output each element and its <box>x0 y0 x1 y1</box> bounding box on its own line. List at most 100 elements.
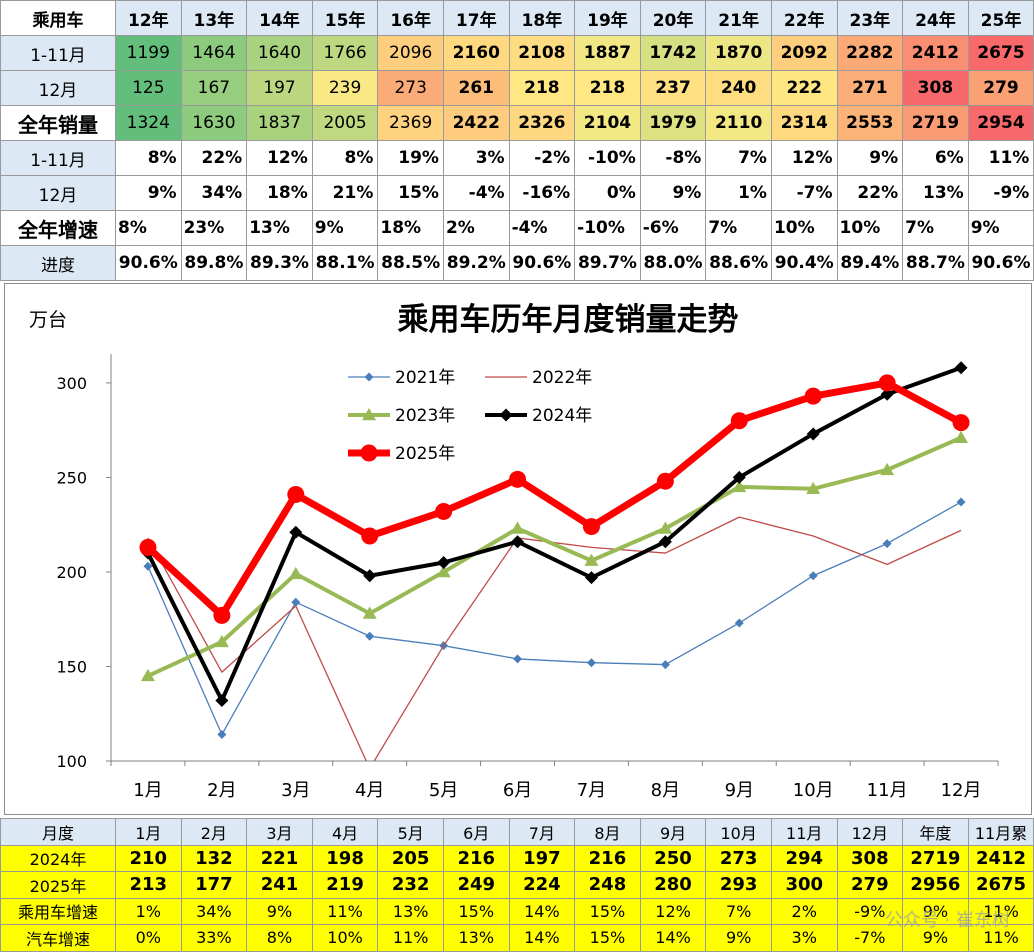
table-cell: 9% <box>705 924 772 952</box>
data-point <box>880 387 894 401</box>
data-point <box>511 535 525 549</box>
table-cell: 1870 <box>705 35 772 71</box>
table-cell: 2675 <box>967 35 1034 71</box>
data-point <box>364 372 374 382</box>
data-point <box>656 472 674 490</box>
table-cell: 250 <box>639 844 707 872</box>
x-tick-label: 12月 <box>941 780 982 801</box>
table-cell: 197 <box>508 844 576 872</box>
legend-item: 2024年 <box>485 406 592 426</box>
table-cell: 2956 <box>902 871 969 899</box>
table-cell: 2160 <box>442 35 510 71</box>
data-point <box>880 462 895 476</box>
series-2023年 <box>140 430 969 682</box>
table-cell: 8% <box>115 140 182 176</box>
legend-label: 2022年 <box>532 368 592 388</box>
table-cell: 218 <box>508 70 576 106</box>
data-point <box>435 502 453 520</box>
y-tick-label: 300 <box>56 374 87 393</box>
month-header: 10月 <box>705 818 772 846</box>
table-cell: 23% <box>180 210 248 246</box>
year-header: 13年 <box>180 0 248 36</box>
data-point <box>952 414 970 432</box>
data-point <box>509 470 527 488</box>
series-line <box>145 379 963 619</box>
month-header: 3月 <box>246 818 313 846</box>
table-cell: 15% <box>377 175 444 211</box>
table-cell: 7% <box>705 210 772 246</box>
table-cell: 273 <box>377 70 444 106</box>
table-row: 12月 9% 34% 18% 21% 15% -4% -16% 0% 9% 1% -7% 22% 13% -… <box>0 175 1034 211</box>
table-cell: 221 <box>246 844 313 872</box>
table-cell: 1640 <box>246 35 313 71</box>
table-cell: 232 <box>377 871 444 899</box>
table-cell: 2092 <box>770 35 838 71</box>
corner-header: 乘用车 <box>0 0 116 36</box>
table-cell: 11% <box>311 897 379 925</box>
table-cell: 7% <box>705 140 772 176</box>
table-cell: 280 <box>639 871 707 899</box>
data-point <box>217 730 227 740</box>
table-cell: 210 <box>115 844 182 872</box>
series-line <box>147 435 962 678</box>
table-cell: 216 <box>574 844 641 872</box>
table-cell: 9% <box>115 175 182 211</box>
table-cell: 167 <box>180 70 248 106</box>
table-cell: 2422 <box>442 105 510 141</box>
month-header: 2月 <box>180 818 248 846</box>
table-cell: 2% <box>770 897 838 925</box>
table-cell: 89.8% <box>180 245 248 281</box>
table-cell: 22% <box>180 140 248 176</box>
table-cell: 34% <box>180 897 248 925</box>
table-cell: 3% <box>770 924 838 952</box>
data-point <box>499 408 513 422</box>
table-row: 12月 125 167 197 239 273 261 218 218 237 240 222 271 3… <box>0 70 1034 106</box>
table-cell: 224 <box>508 871 576 899</box>
table-cell: 7% <box>705 897 772 925</box>
x-tick-label: 8月 <box>651 780 680 801</box>
month-header: 12月 <box>836 818 904 846</box>
table-cell: 279 <box>967 70 1034 106</box>
table-cell: 2719 <box>902 105 969 141</box>
row-label: 1-11月 <box>0 35 116 71</box>
table-cell: 11% <box>967 897 1034 925</box>
table-cell: 9% <box>836 140 904 176</box>
table-cell: 2314 <box>770 105 838 141</box>
table-cell: 21% <box>311 175 379 211</box>
table-cell: 261 <box>442 70 510 106</box>
legend-label: 2021年 <box>395 368 455 388</box>
table-cell: -4% <box>442 175 510 211</box>
data-point <box>140 668 155 682</box>
data-point <box>363 569 377 583</box>
row-label: 12月 <box>0 70 116 106</box>
table-cell: 90.6% <box>508 245 576 281</box>
table-cell: 9% <box>902 924 969 952</box>
table-cell: 125 <box>115 70 182 106</box>
table-cell: -6% <box>639 210 707 246</box>
x-tick-label: 3月 <box>281 780 310 801</box>
table-cell: 8% <box>246 924 313 952</box>
table-cell: 15% <box>442 897 510 925</box>
table-cell: 177 <box>180 871 248 899</box>
table-cell: 15% <box>574 897 641 925</box>
data-point <box>289 525 303 539</box>
series-line <box>147 501 962 736</box>
table-row: 进度 90.6% 89.8% 89.3% 88.1% 88.5% 89.2% 90.6% 89.… <box>0 245 1034 281</box>
table-cell: 90.6% <box>115 245 182 281</box>
table-cell: 2110 <box>705 105 772 141</box>
month-header: 年度 <box>902 818 969 846</box>
series-line <box>146 365 962 703</box>
table-cell: 205 <box>377 844 444 872</box>
table-cell: 249 <box>442 871 510 899</box>
table-cell: 2412 <box>967 844 1034 872</box>
table-cell: 279 <box>836 871 904 899</box>
data-point <box>215 694 229 708</box>
table-cell: 13% <box>442 924 510 952</box>
table-cell: 11% <box>377 924 444 952</box>
table-cell: -16% <box>508 175 576 211</box>
table-cell: 132 <box>180 844 248 872</box>
table-cell: 33% <box>180 924 248 952</box>
table-cell: -2% <box>508 140 576 176</box>
month-header: 9月 <box>639 818 707 846</box>
series-2022年 <box>147 516 962 761</box>
